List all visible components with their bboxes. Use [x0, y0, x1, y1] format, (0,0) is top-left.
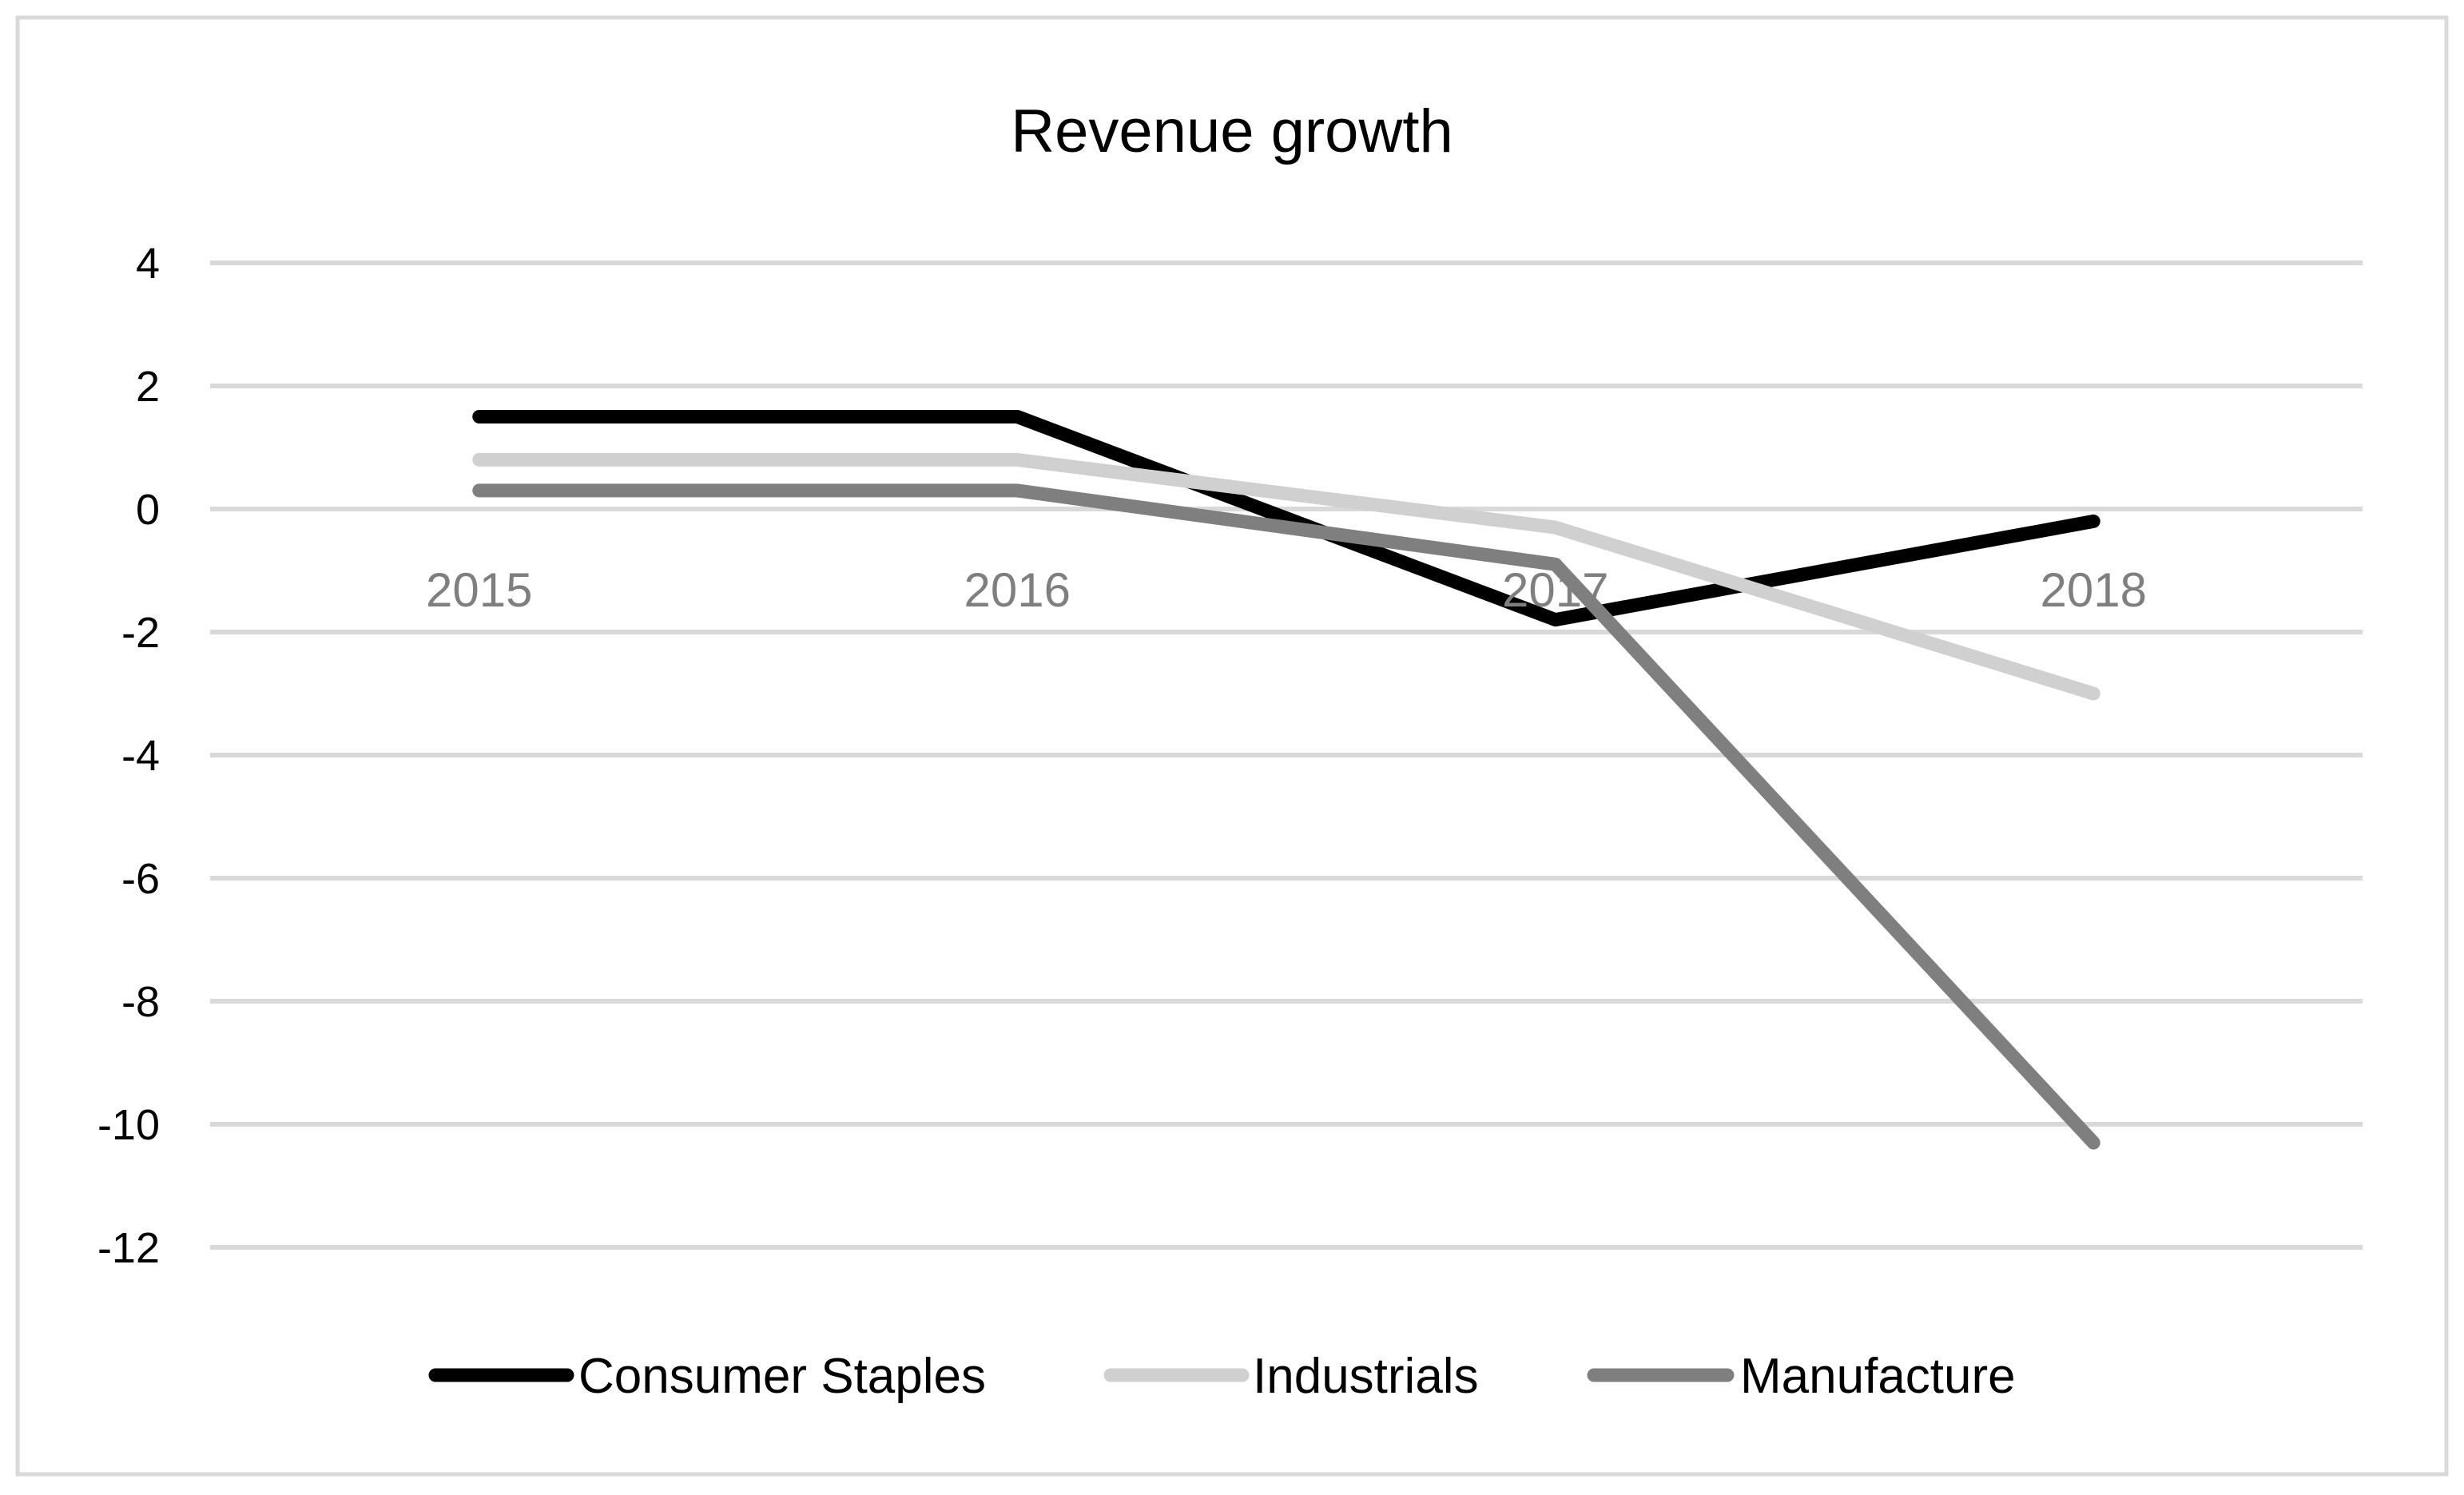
y-tick-label: 2 [136, 363, 160, 411]
series-lines [472, 410, 2100, 1150]
y-tick-label: -8 [121, 978, 160, 1026]
x-tick-label: 2017 [1502, 563, 1608, 617]
chart-frame [15, 15, 2449, 1477]
y-axis-ticks: 4 2 0 -2 -4 -6 -8 -10 -12 [97, 240, 160, 1272]
x-axis-ticks: 2015 2016 2017 2018 [426, 563, 2147, 617]
y-tick-label: -10 [97, 1101, 160, 1149]
legend-label: Industrials [1253, 1349, 1479, 1404]
legend-item: Manufacture [1587, 1349, 2016, 1404]
y-tick-label: 0 [136, 486, 160, 534]
y-tick-label: -6 [121, 855, 160, 903]
series-line-consumer-staples [472, 410, 2100, 627]
legend-label: Consumer Staples [578, 1349, 986, 1404]
gridlines [210, 260, 2363, 1250]
legend-item: Industrials [1103, 1349, 1479, 1404]
x-tick-label: 2018 [2041, 563, 2147, 617]
legend-item: Consumer Staples [428, 1349, 986, 1404]
x-tick-label: 2016 [964, 563, 1071, 617]
legend-label: Manufacture [1740, 1349, 2016, 1404]
y-tick-label: 4 [136, 240, 160, 288]
y-tick-label: -12 [97, 1224, 160, 1272]
legend: Consumer Staples Industrials Manufacture [428, 1349, 2016, 1404]
chart-title: Revenue growth [1011, 97, 1453, 165]
x-tick-label: 2015 [426, 563, 532, 617]
series-line-industrials [472, 452, 2100, 701]
y-tick-label: -2 [121, 609, 160, 657]
y-tick-label: -4 [121, 732, 160, 780]
series-line-manufacture [472, 483, 2100, 1150]
